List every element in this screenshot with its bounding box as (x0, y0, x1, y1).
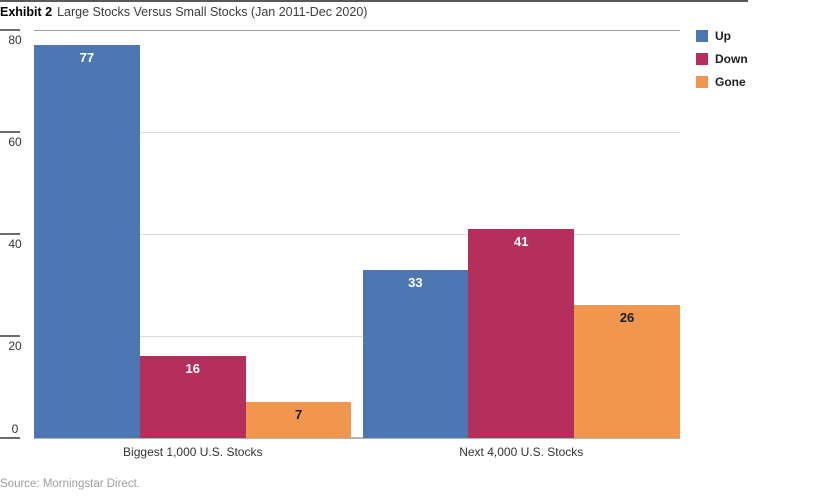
y-tick-40 (0, 233, 20, 235)
bar-down-0 (139, 356, 246, 438)
gridline-80 (34, 30, 680, 31)
y-tick-label-20: 20 (8, 339, 22, 353)
x-category-label-0: Biggest 1,000 U.S. Stocks (123, 445, 263, 459)
y-tick-80 (0, 29, 20, 31)
y-tick-label-60: 60 (8, 135, 22, 149)
y-tick-label-80: 80 (8, 33, 22, 47)
exhibit-label: Exhibit 2 (0, 5, 53, 19)
legend-item-down: Down (696, 53, 748, 65)
y-tick-60 (0, 131, 20, 133)
y-tick-label-0: 0 (11, 422, 19, 436)
gridline-40 (34, 234, 680, 235)
legend-swatch-gone-icon (696, 76, 708, 88)
source-note: Source: Morningstar Direct. (0, 478, 140, 490)
y-tick-20 (0, 335, 20, 337)
legend-label-down: Down (715, 52, 748, 66)
bar-value-up-1: 33 (408, 274, 423, 290)
bar-up-0 (34, 45, 140, 438)
bar-value-up-0: 77 (79, 50, 95, 66)
legend-item-gone: Gone (696, 76, 748, 88)
legend-swatch-down-icon (696, 53, 708, 65)
legend-swatch-up-icon (696, 30, 708, 42)
top-border-rule (0, 0, 748, 2)
bar-gone-0 (245, 402, 352, 438)
x-category-label-1: Next 4,000 U.S. Stocks (459, 445, 584, 459)
bar-up-1 (362, 269, 469, 438)
chart-title: Large Stocks Versus Small Stocks (Jan 20… (57, 5, 368, 19)
chart-legend: Up Down Gone (696, 30, 748, 99)
chart-header: Exhibit 2 Large Stocks Versus Small Stock… (0, 5, 367, 19)
legend-label-gone: Gone (715, 75, 746, 89)
legend-label-up: Up (715, 29, 731, 43)
bar-value-down-0: 16 (185, 361, 200, 377)
legend-item-up: Up (696, 30, 748, 42)
gridline-60 (34, 132, 680, 133)
y-tick-0 (0, 437, 20, 439)
bar-value-gone-0: 7 (294, 407, 303, 423)
bar-value-down-1: 41 (514, 233, 529, 249)
gridline-20 (34, 336, 680, 337)
x-axis-baseline (34, 437, 680, 439)
bar-value-gone-1: 26 (619, 310, 635, 326)
bar-gone-1 (574, 305, 680, 438)
y-tick-label-40: 40 (8, 237, 22, 251)
bar-down-1 (468, 228, 575, 438)
